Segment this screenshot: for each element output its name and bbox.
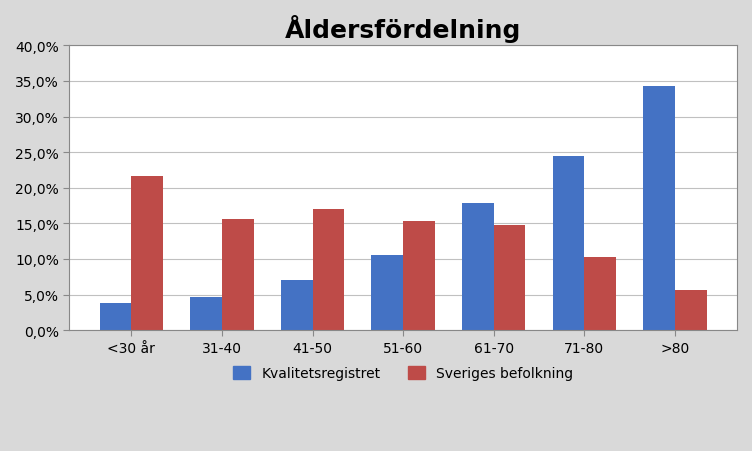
Bar: [643, 87, 675, 331]
Bar: [190, 297, 222, 331]
Bar: [222, 220, 253, 331]
Bar: [371, 256, 403, 331]
Bar: [462, 204, 494, 331]
Legend: Kvalitetsregistret, Sveriges befolkning: Kvalitetsregistret, Sveriges befolkning: [228, 361, 578, 386]
Bar: [132, 177, 163, 331]
Title: Åldersfördelning: Åldersfördelning: [285, 15, 521, 43]
Bar: [494, 226, 526, 331]
Bar: [584, 257, 616, 331]
Bar: [675, 290, 707, 331]
Bar: [100, 304, 132, 331]
Bar: [553, 156, 584, 331]
Bar: [403, 221, 435, 331]
Bar: [313, 210, 344, 331]
Bar: [280, 280, 313, 331]
